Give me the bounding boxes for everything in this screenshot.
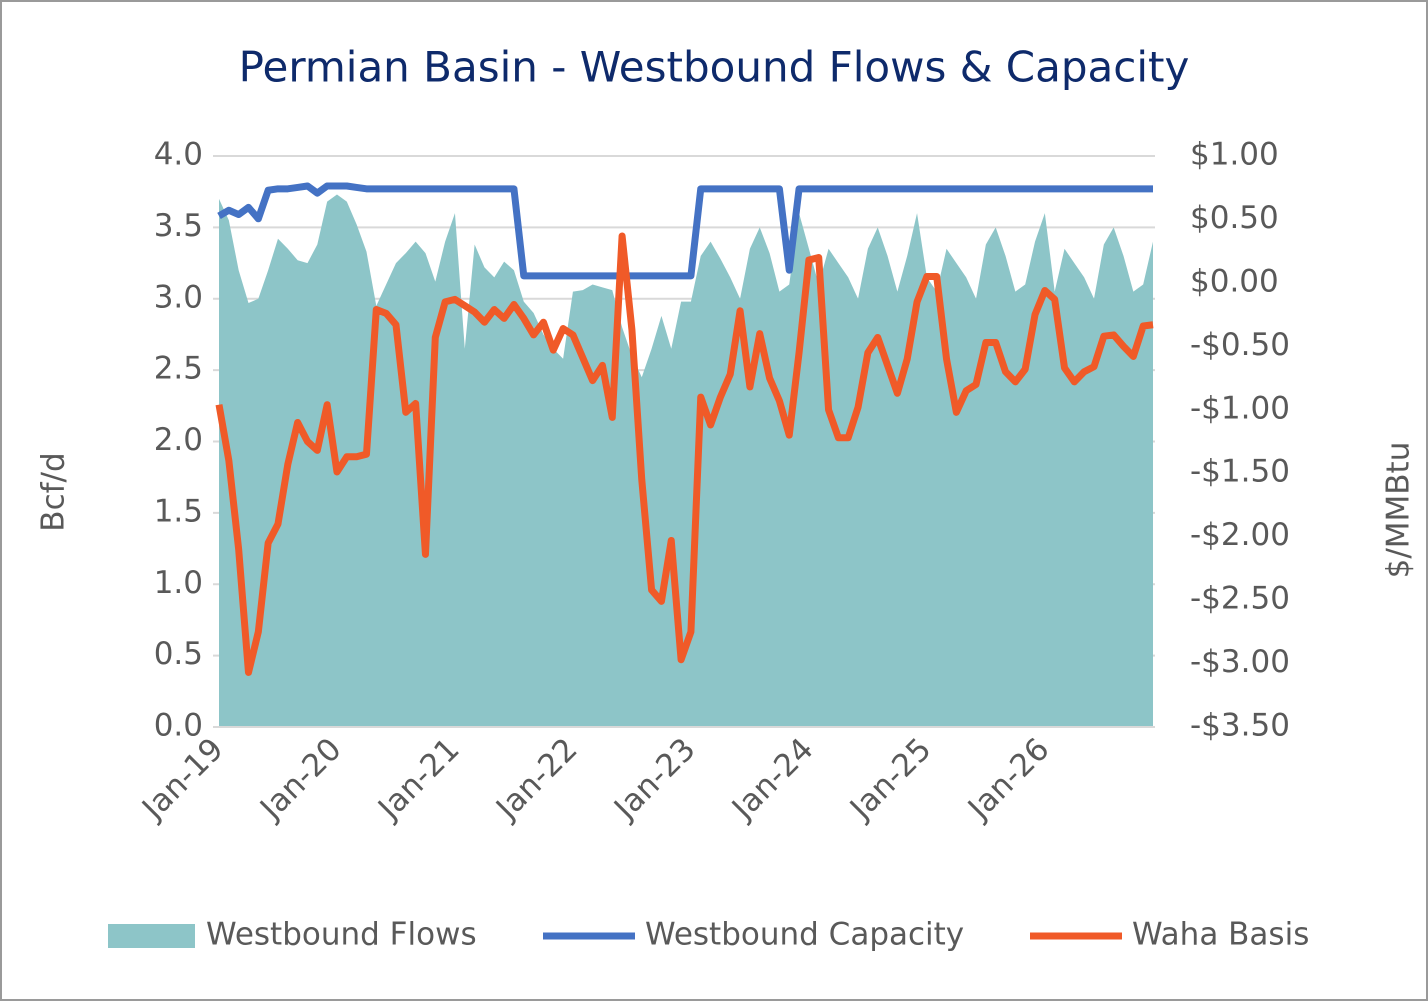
legend-swatch: [108, 924, 195, 948]
y2-tick-label: -$0.50: [1190, 327, 1290, 363]
legend-label: Westbound Flows: [206, 917, 477, 953]
legend-label: Waha Basis: [1132, 917, 1309, 953]
y2-tick-label: $1.00: [1190, 137, 1279, 173]
line: [217, 182, 1153, 280]
legend-label: Westbound Capacity: [645, 917, 964, 953]
y2-tick-label: $0.00: [1190, 263, 1279, 299]
area: [219, 194, 1153, 728]
y-tick-label: 0.5: [154, 636, 203, 672]
y2-tick-label: $0.50: [1190, 200, 1279, 236]
y2-tick-label: -$1.50: [1190, 454, 1290, 490]
y-tick-label: 1.5: [154, 493, 203, 529]
y-tick-label: 2.5: [154, 351, 203, 387]
y-tick-label: 4.0: [154, 137, 203, 173]
y2-tick-label: -$3.50: [1190, 708, 1290, 744]
line: [215, 232, 1154, 676]
y2-axis-label: $/MMBtu: [1381, 442, 1417, 579]
y-tick-label: 2.0: [154, 422, 203, 458]
chart-title: Permian Basin - Westbound Flows & Capaci…: [239, 43, 1190, 92]
y-axis-label: Bcf/d: [36, 452, 72, 531]
y-tick-label: 3.5: [154, 208, 203, 244]
y2-tick-label: -$1.00: [1190, 390, 1290, 426]
y2-tick-label: -$2.50: [1190, 581, 1290, 617]
y-tick-label: 0.0: [154, 708, 203, 744]
y-tick-label: 3.0: [154, 279, 203, 315]
y2-tick-label: -$2.00: [1190, 517, 1290, 553]
y-tick-label: 1.0: [154, 565, 203, 601]
y2-tick-label: -$3.00: [1190, 644, 1290, 680]
